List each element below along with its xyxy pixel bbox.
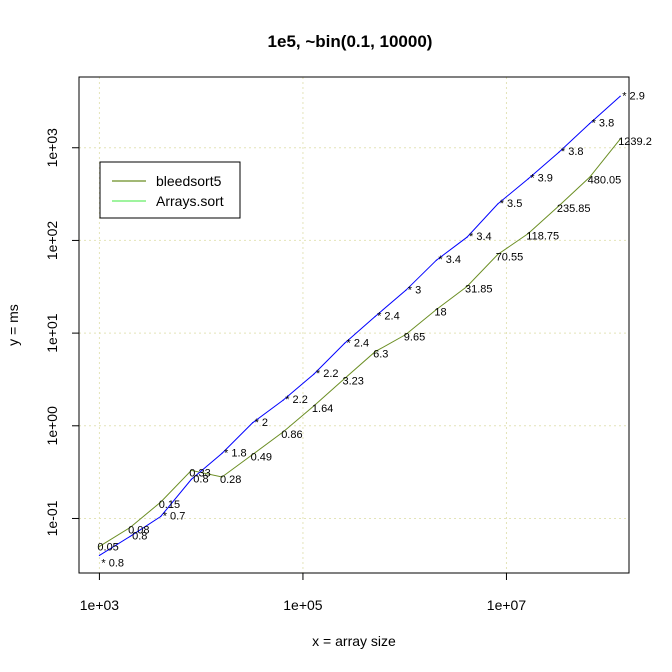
data-label-0-10: 9.65 xyxy=(404,332,425,344)
data-label-1-1: 0.8 xyxy=(132,530,147,542)
data-label-0-6: 0.86 xyxy=(281,429,302,441)
y-tick-label-1: 1e+00 xyxy=(44,406,60,446)
data-label-1-9: * 2.4 xyxy=(377,311,400,323)
data-point-0-13 xyxy=(497,253,499,256)
x-axis: 1e+03 1e+05 1e+07 xyxy=(80,573,527,613)
data-point-1-8 xyxy=(343,342,346,344)
data-label-0-11: 18 xyxy=(434,307,446,319)
data-point-1-7 xyxy=(313,373,315,375)
y-axis: 1e-01 1e+00 1e+01 1e+02 1e+03 xyxy=(44,128,79,536)
data-point-0-3 xyxy=(190,469,192,472)
data-point-1-17 xyxy=(619,95,621,97)
legend-label-bleedsort5: bleedsort5 xyxy=(156,173,222,189)
chart-title: 1e5, ~bin(0.1, 10000) xyxy=(268,32,433,51)
data-point-0-5 xyxy=(251,453,254,456)
data-label-0-0: 0.05 xyxy=(97,541,118,553)
series-lines xyxy=(98,95,621,556)
data-label-1-5: * 2 xyxy=(255,417,268,429)
data-label-0-9: 6.3 xyxy=(373,349,388,361)
data-point-0-14 xyxy=(527,232,529,235)
legend-box xyxy=(99,161,241,219)
data-point-1-16 xyxy=(588,122,591,125)
data-point-1-9 xyxy=(374,315,376,318)
data-label-0-1: 0.08 xyxy=(128,525,149,537)
data-point-0-9 xyxy=(374,351,376,353)
data-point-0-17 xyxy=(619,138,621,140)
data-label-1-8: * 2.4 xyxy=(347,337,370,349)
x-tick-label-0: 1e+03 xyxy=(80,597,120,613)
series-line-0 xyxy=(99,138,621,547)
data-label-1-16: * 3.8 xyxy=(592,118,615,130)
x-tick-label-2: 1e+07 xyxy=(487,597,527,613)
data-label-0-17: 1239.2 xyxy=(618,136,652,148)
x-tick-label-1: 1e+05 xyxy=(283,597,323,613)
data-label-1-2: * 0.7 xyxy=(163,511,186,523)
y-axis-label: y = ms xyxy=(5,304,21,346)
data-point-0-2 xyxy=(160,501,162,503)
grid xyxy=(79,77,629,573)
data-label-1-7: * 2.2 xyxy=(316,368,339,380)
data-point-1-13 xyxy=(497,203,499,205)
data-label-1-13: * 3.5 xyxy=(500,198,523,210)
data-point-0-0 xyxy=(98,545,101,547)
data-point-1-5 xyxy=(251,422,254,424)
data-point-0-8 xyxy=(343,377,346,380)
data-label-0-8: 3.23 xyxy=(343,376,364,388)
y-tick-label-4: 1e+03 xyxy=(44,128,60,168)
data-label-1-17: * 2.9 xyxy=(622,90,645,102)
plot-area-frame xyxy=(78,76,630,574)
data-point-0-15 xyxy=(558,205,560,207)
data-label-1-10: * 3 xyxy=(408,284,421,296)
data-label-1-14: * 3.9 xyxy=(530,173,553,185)
data-label-0-3: 0.33 xyxy=(189,467,210,479)
data-point-0-16 xyxy=(588,176,591,178)
data-point-0-10 xyxy=(405,333,407,336)
data-point-1-0 xyxy=(98,554,101,556)
data-label-1-15: * 3.8 xyxy=(561,146,584,158)
data-point-0-1 xyxy=(129,526,131,529)
data-point-1-10 xyxy=(405,289,407,291)
data-label-1-0: * 0.8 xyxy=(101,557,124,569)
legend: bleedsort5 Arrays.sort xyxy=(99,161,241,219)
data-label-1-11: * 3.4 xyxy=(438,254,461,266)
data-label-0-12: 31.85 xyxy=(465,284,493,296)
data-label-0-4: 0.28 xyxy=(220,474,241,486)
data-point-1-3 xyxy=(190,478,192,480)
data-label-0-7: 1.64 xyxy=(312,403,333,415)
data-label-0-15: 235.85 xyxy=(557,203,591,215)
y-tick-label-3: 1e+02 xyxy=(44,221,60,261)
data-label-0-2: 0.15 xyxy=(159,499,180,511)
data-label-1-12: * 3.4 xyxy=(469,231,492,243)
data-label-1-6: * 2.2 xyxy=(285,394,308,406)
data-label-0-5: 0.49 xyxy=(251,452,272,464)
data-point-0-6 xyxy=(282,431,284,433)
legend-label-arrays-sort: Arrays.sort xyxy=(156,193,224,209)
data-point-1-11 xyxy=(435,259,437,261)
data-point-1-4 xyxy=(221,452,223,454)
data-label-0-14: 118.75 xyxy=(526,231,559,243)
data-point-1-12 xyxy=(466,236,468,238)
data-label-1-4: * 1.8 xyxy=(224,447,247,459)
data-point-1-15 xyxy=(558,151,560,153)
data-label-1-3: 0.8 xyxy=(193,473,208,485)
data-point-1-2 xyxy=(160,515,162,518)
data-label-0-13: 70.55 xyxy=(496,252,524,264)
x-axis-label: x = array size xyxy=(312,633,396,649)
data-point-1-6 xyxy=(282,399,284,401)
data-point-0-11 xyxy=(435,308,437,311)
point-labels: 0.05 0.08 0.15 0.33 0.28 0.49 0.86 1.64 3.23 6.3 9… xyxy=(97,90,651,569)
data-point-0-4 xyxy=(221,476,223,478)
data-point-0-7 xyxy=(313,405,315,407)
data-point-1-14 xyxy=(527,178,529,180)
data-point-1-1 xyxy=(129,535,131,538)
series-line-1 xyxy=(99,95,621,556)
data-label-0-16: 480.05 xyxy=(588,174,622,186)
data-point-0-12 xyxy=(466,285,468,288)
y-tick-label-0: 1e-01 xyxy=(44,500,60,536)
y-tick-label-2: 1e+01 xyxy=(44,313,60,353)
